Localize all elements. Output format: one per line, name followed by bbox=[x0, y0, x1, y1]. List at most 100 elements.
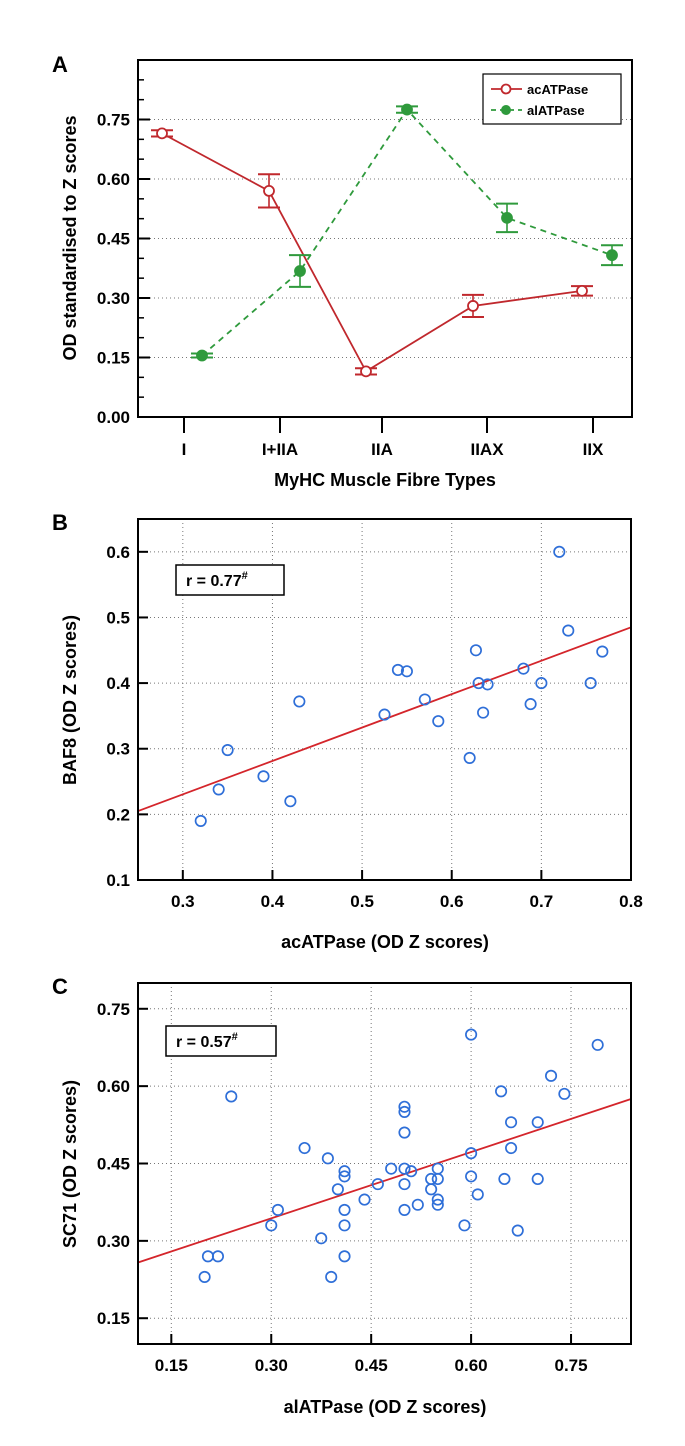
scatter-point-c bbox=[505, 1141, 518, 1155]
panel-a-x-axis-label: MyHC Muscle Fibre Types bbox=[274, 470, 496, 490]
scatter-point-c bbox=[385, 1162, 398, 1175]
y-tick-label-a: 0.60 bbox=[97, 170, 130, 189]
legend-marker-alatpase bbox=[501, 105, 511, 115]
data-point-acatpase bbox=[263, 184, 275, 197]
scatter-point-b bbox=[212, 783, 225, 796]
data-point-alatpase bbox=[606, 249, 618, 262]
panel-b-points bbox=[194, 545, 609, 827]
scatter-point-c bbox=[465, 1028, 478, 1041]
scatter-point-c bbox=[465, 1147, 478, 1160]
scatter-point-c bbox=[531, 1116, 544, 1129]
x-tick-label-c: 0.30 bbox=[255, 1356, 288, 1375]
scatter-point-c bbox=[431, 1162, 444, 1175]
x-tick-label-b: 0.7 bbox=[530, 892, 554, 911]
scatter-point-c bbox=[211, 1250, 224, 1263]
scatter-point-c bbox=[315, 1232, 328, 1245]
y-tick-label-b: 0.2 bbox=[106, 805, 130, 824]
y-tick-label-b: 0.1 bbox=[106, 871, 130, 890]
data-point-acatpase bbox=[156, 127, 168, 140]
y-tick-label-a: 0.45 bbox=[97, 230, 130, 249]
x-tick-label-b: 0.8 bbox=[619, 892, 643, 911]
scatter-point-c bbox=[511, 1224, 524, 1237]
panel-b-annotation: r = 0.77# bbox=[175, 564, 285, 596]
x-tick-label-c: 0.15 bbox=[155, 1356, 188, 1375]
scatter-point-b bbox=[553, 545, 566, 558]
panel-a-letter: A bbox=[52, 52, 68, 77]
panel-c-r-box bbox=[165, 1025, 277, 1057]
legend-label-acatpase: acATPase bbox=[527, 82, 588, 97]
scatter-point-c bbox=[198, 1270, 211, 1284]
x-tick-label-c: 0.60 bbox=[455, 1356, 488, 1375]
scatter-point-b bbox=[562, 624, 575, 637]
x-tick-label-a: IIAX bbox=[470, 440, 504, 459]
y-tick-label-a: 0.30 bbox=[97, 289, 130, 308]
scatter-point-b bbox=[284, 795, 297, 808]
scatter-point-c bbox=[531, 1172, 544, 1186]
scatter-point-c bbox=[298, 1141, 311, 1155]
scatter-point-c bbox=[431, 1172, 444, 1186]
panel-a-y-axis-label: OD standardised to Z scores bbox=[60, 115, 80, 360]
scatter-point-c bbox=[471, 1188, 484, 1201]
panel-c-r-value: r = 0.57# bbox=[176, 1031, 238, 1051]
panel-a: A 0.00 0.15 0.30 0.45 0.60 0.75 I I+IIA IIA IIAX I… bbox=[52, 52, 633, 490]
x-tick-label-a: I+IIA bbox=[262, 440, 298, 459]
panel-b-x-axis-label: acATPase (OD Z scores) bbox=[281, 932, 489, 952]
scatter-point-c bbox=[325, 1270, 338, 1284]
y-tick-label-a: 0.15 bbox=[97, 349, 130, 368]
x-tick-label-c: 0.45 bbox=[355, 1356, 388, 1375]
panel-b: B 0.3 0.4 0.5 0.6 0.7 0.8 0.1 0.2 0.3 0.4 0.5 0.6 B… bbox=[52, 510, 643, 952]
scatter-point-c bbox=[398, 1100, 411, 1113]
data-point-acatpase bbox=[576, 284, 588, 297]
panel-b-r-value: r = 0.77# bbox=[186, 570, 248, 590]
scatter-point-c bbox=[545, 1069, 558, 1082]
y-tick-label-c: 0.75 bbox=[97, 1000, 130, 1019]
data-point-acatpase bbox=[360, 365, 372, 378]
scatter-point-b bbox=[596, 645, 609, 658]
data-point-alatpase bbox=[501, 211, 513, 224]
panel-c-x-axis-label: alATPase (OD Z scores) bbox=[284, 1397, 487, 1417]
scatter-point-c bbox=[591, 1038, 604, 1051]
scatter-point-b bbox=[221, 743, 234, 757]
y-tick-label-b: 0.4 bbox=[106, 674, 130, 693]
scatter-point-c bbox=[465, 1170, 478, 1183]
scatter-point-b bbox=[584, 677, 597, 690]
x-tick-label-a: IIA bbox=[371, 440, 393, 459]
scatter-point-b bbox=[517, 662, 530, 675]
x-tick-label-b: 0.6 bbox=[440, 892, 464, 911]
scatter-point-b bbox=[469, 644, 482, 657]
scatter-point-b bbox=[293, 695, 306, 708]
panel-b-ticks: 0.3 0.4 0.5 0.6 0.7 0.8 0.1 0.2 0.3 0.4 0.5 0.6 bbox=[106, 543, 642, 911]
y-tick-label-a: 0.75 bbox=[97, 111, 130, 130]
x-tick-label-a: IIX bbox=[583, 440, 604, 459]
scatter-point-c bbox=[225, 1090, 238, 1103]
scatter-point-c bbox=[338, 1203, 351, 1216]
scatter-point-b bbox=[535, 677, 548, 690]
scatter-point-c bbox=[405, 1165, 418, 1178]
x-tick-label-b: 0.3 bbox=[171, 892, 195, 911]
panel-c-letter: C bbox=[52, 974, 68, 999]
scatter-point-c bbox=[411, 1198, 424, 1211]
data-point-alatpase bbox=[294, 265, 306, 277]
scatter-point-c bbox=[458, 1219, 471, 1232]
data-point-alatpase bbox=[196, 349, 208, 362]
scatter-point-c bbox=[398, 1162, 411, 1175]
x-tick-label-a: I bbox=[182, 440, 187, 459]
scatter-point-c bbox=[338, 1219, 351, 1232]
panel-a-series bbox=[151, 103, 623, 378]
scatter-point-b bbox=[481, 678, 494, 691]
y-tick-label-b: 0.6 bbox=[106, 543, 130, 562]
scatter-point-b bbox=[472, 677, 485, 690]
legend-marker-acatpase bbox=[500, 83, 512, 95]
regression-line-c bbox=[137, 1098, 632, 1264]
y-tick-label-c: 0.15 bbox=[97, 1309, 130, 1328]
scatter-point-c bbox=[338, 1170, 351, 1183]
panel-c-y-axis-label: SC71 (OD Z scores) bbox=[60, 1080, 80, 1248]
scatter-point-b bbox=[524, 698, 537, 711]
scatter-point-c bbox=[495, 1085, 508, 1098]
scatter-point-c bbox=[338, 1250, 351, 1263]
scatter-point-b bbox=[257, 770, 270, 783]
scatter-point-b bbox=[378, 708, 391, 721]
series-line-acatpase bbox=[161, 132, 583, 373]
panel-a-grid bbox=[138, 119, 632, 358]
